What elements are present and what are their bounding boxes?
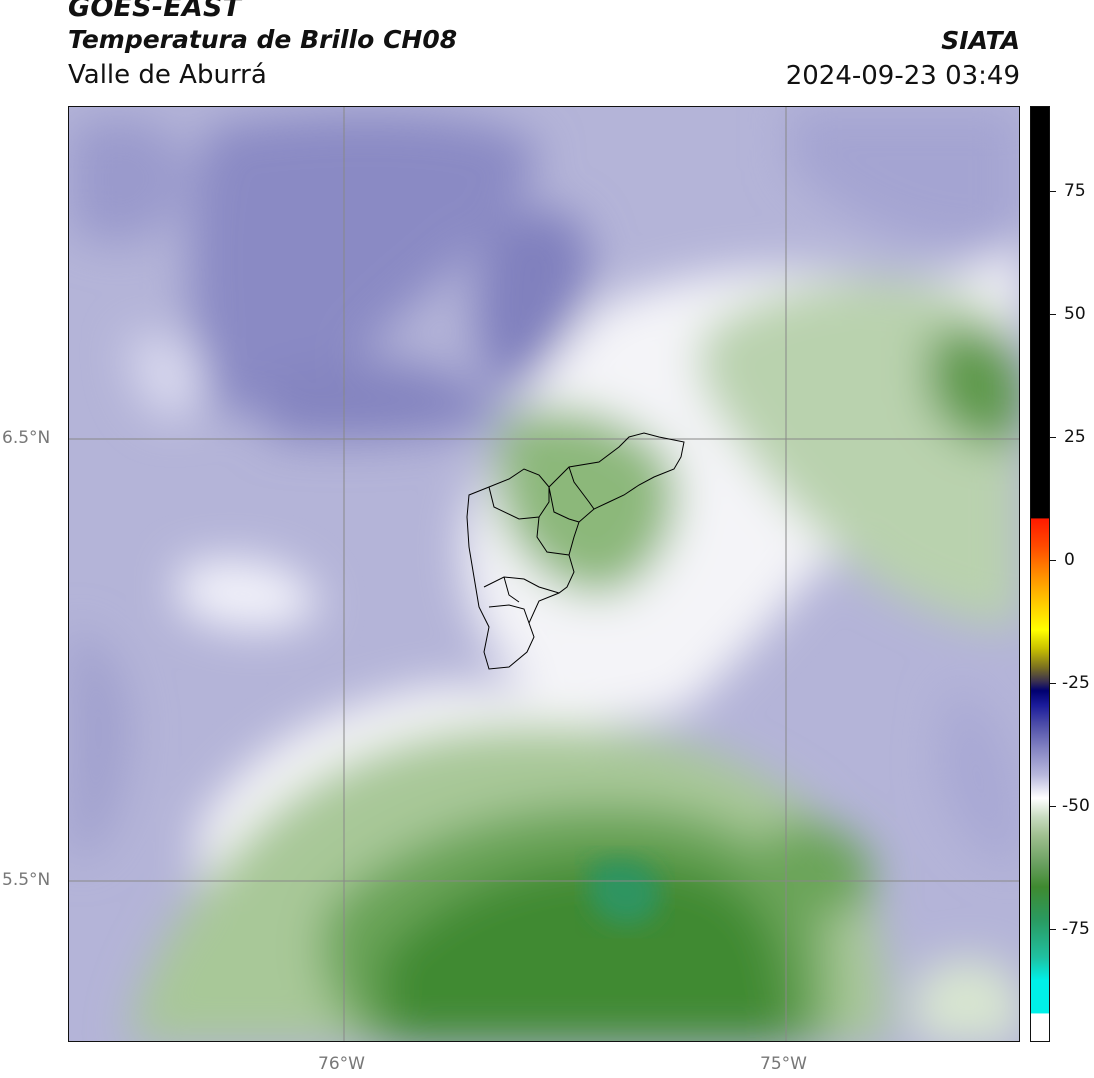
colorbar-label-25: 25 — [1064, 427, 1086, 447]
dark-band-nw — [190, 113, 539, 414]
light-patch-w — [179, 559, 319, 630]
teal-core — [589, 859, 661, 926]
green-ne-core — [929, 329, 1019, 445]
colorbar-tick — [1050, 560, 1056, 561]
boundary-girardota — [568, 466, 595, 510]
colorbar-tick — [1050, 683, 1056, 684]
colorbar-label-minus-75: -75 — [1062, 919, 1090, 939]
dark-band-corner — [69, 117, 189, 244]
colorbar-label-minus-25: -25 — [1062, 673, 1090, 693]
boundary-bello — [488, 486, 550, 520]
lon-label-76: 76°W — [318, 1054, 365, 1074]
colorbar-label-75: 75 — [1064, 181, 1086, 201]
colorbar-tick — [1050, 191, 1056, 192]
title-right-block: SIATA 2024-09-23 03:49 — [786, 28, 1020, 89]
region-subtitle: Valle de Aburrá — [68, 60, 267, 90]
boundary-copacabana — [548, 486, 580, 523]
datetime-label: 2024-09-23 03:49 — [785, 61, 1020, 91]
colorbar-label-50: 50 — [1064, 304, 1086, 324]
map-canvas — [69, 107, 1019, 1041]
boundary-envigado — [503, 576, 520, 603]
dark-band-e — [939, 687, 1019, 867]
dark-band-sw — [69, 627, 130, 861]
product-title: Temperatura de Brillo CH08 — [68, 25, 458, 54]
lon-label-75: 75°W — [760, 1054, 807, 1074]
colorbar-tick — [1050, 437, 1056, 438]
green-south-core — [378, 859, 789, 1041]
aburra-boundaries — [466, 432, 685, 670]
green-far-se — [912, 959, 1019, 1041]
dark-band-w — [259, 360, 499, 441]
lat-label-5-5: 5.5°N — [2, 870, 51, 890]
lat-label-6-5: 6.5°N — [2, 428, 51, 448]
title-block: GOES-EAST Temperatura de Brillo CH08 Val… — [68, 0, 457, 88]
green-center — [495, 409, 677, 595]
colorbar-tick — [1050, 929, 1056, 930]
colorbar — [1030, 106, 1050, 1042]
boundary-itagui — [488, 604, 530, 624]
boundary-medellin-n — [536, 516, 570, 556]
boundary-medellin-s — [483, 576, 560, 594]
green-se-blob — [769, 821, 873, 916]
satellite-title: GOES-EAST — [68, 0, 242, 23]
colorbar-tick — [1050, 806, 1056, 807]
map-panel[interactable] — [68, 106, 1020, 1042]
dark-band-center — [475, 208, 591, 385]
colorbar-tick — [1050, 314, 1056, 315]
colorbar-label-minus-50: -50 — [1062, 796, 1090, 816]
dark-band-ne — [789, 107, 1019, 249]
colorbar-label-0: 0 — [1064, 550, 1075, 570]
light-patch-nw — [129, 335, 206, 419]
agency-label: SIATA — [941, 26, 1020, 55]
